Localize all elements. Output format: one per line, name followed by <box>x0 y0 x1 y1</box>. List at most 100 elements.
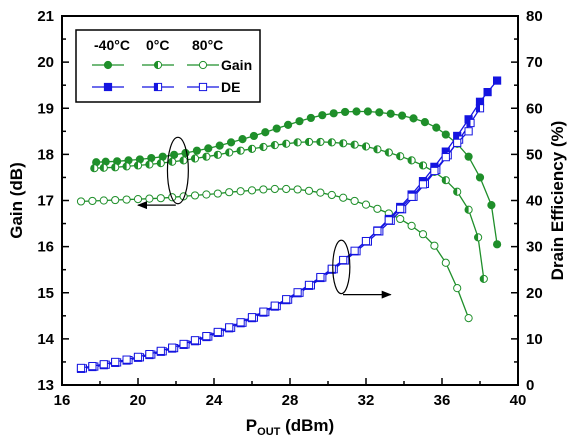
data-point <box>418 230 428 239</box>
data-point <box>190 154 200 163</box>
y-right-tick-label: 80 <box>526 8 543 25</box>
data-point <box>361 236 371 246</box>
data-point <box>259 185 268 194</box>
series-0 <box>92 107 502 249</box>
data-point <box>464 314 473 323</box>
data-point <box>295 117 304 126</box>
data-point <box>145 160 154 169</box>
data-point <box>170 150 179 159</box>
series-layer <box>76 76 502 373</box>
y-right-tick-label: 10 <box>526 331 543 348</box>
series-2 <box>76 184 473 323</box>
data-point <box>475 104 485 113</box>
data-point <box>474 233 483 242</box>
y-axis-left-label: Gain (dB) <box>7 162 26 239</box>
annotation-ellipse <box>166 136 189 205</box>
data-point <box>192 146 201 155</box>
data-point <box>213 327 222 337</box>
data-point <box>453 187 462 196</box>
data-point <box>384 148 393 157</box>
data-point <box>122 355 131 364</box>
legend-de-marker <box>198 82 208 92</box>
data-point <box>213 150 222 159</box>
data-point <box>430 166 439 176</box>
data-point <box>247 144 257 153</box>
data-point <box>282 184 291 194</box>
data-point <box>247 313 257 322</box>
data-point <box>373 204 382 213</box>
data-point <box>293 138 302 147</box>
y-right-tick-label: 60 <box>526 100 543 117</box>
data-point <box>156 159 165 168</box>
data-point <box>361 200 371 209</box>
data-point <box>190 336 200 345</box>
data-point <box>282 295 291 304</box>
data-point <box>432 123 441 132</box>
legend-temp-2: 0°C <box>146 37 170 53</box>
axis-layer: 16 20 24 28 32 36 40 13 14 15 16 17 18 19 20 21 0 10 20 30 4… <box>37 8 542 409</box>
data-point <box>464 152 473 161</box>
y-right-tick-label: 20 <box>526 285 543 302</box>
data-point <box>341 107 350 117</box>
data-point <box>339 193 348 202</box>
data-point <box>327 264 336 273</box>
x-axis-label-main: P <box>246 416 257 435</box>
data-point <box>339 139 348 148</box>
data-point <box>293 288 302 297</box>
data-point <box>430 241 439 250</box>
series-5 <box>76 127 473 373</box>
data-point <box>441 130 450 139</box>
y-left-tick-label: 13 <box>37 377 54 394</box>
y-left-tick-label: 16 <box>37 239 54 256</box>
legend-temp-3: 80°C <box>192 37 223 53</box>
x-axis-label-unit: (dBm) <box>280 416 334 435</box>
y-left-tick-label: 15 <box>37 285 54 302</box>
y-right-tick-label: 50 <box>526 146 543 163</box>
y-right-tick-label: 40 <box>526 193 543 210</box>
data-point <box>384 216 393 225</box>
annotation-layer <box>137 136 392 299</box>
data-point <box>373 226 382 236</box>
data-point <box>487 201 496 210</box>
y-left-tick-label: 21 <box>37 8 54 25</box>
data-point <box>316 137 325 147</box>
data-point <box>350 246 359 255</box>
data-point <box>225 188 234 197</box>
y-left-tick-label: 19 <box>37 100 54 117</box>
data-point <box>213 189 222 198</box>
legend-row-gain <box>92 60 219 70</box>
y-left-tick-label: 14 <box>37 331 54 348</box>
legend-metric-de: DE <box>221 79 240 95</box>
x-axis-label-subscript: OUT <box>257 426 281 438</box>
y-left-tick-label: 17 <box>37 193 54 210</box>
x-axis-label: POUT (dBm) <box>246 416 334 438</box>
data-point <box>396 204 405 213</box>
data-point <box>483 88 492 97</box>
data-point <box>350 196 359 206</box>
data-point <box>181 148 190 158</box>
data-point <box>247 186 257 195</box>
data-point <box>145 194 154 203</box>
data-point <box>441 153 450 162</box>
data-point <box>133 195 143 204</box>
x-tick-label: 16 <box>54 392 71 409</box>
data-point <box>420 117 429 127</box>
y-left-tick-label: 18 <box>37 146 54 163</box>
data-point <box>215 141 224 150</box>
data-point <box>352 107 361 116</box>
data-point <box>111 357 120 367</box>
data-point <box>270 141 279 150</box>
x-tick-label: 40 <box>510 392 527 409</box>
data-point <box>329 109 338 118</box>
data-point <box>304 280 314 290</box>
data-point <box>453 138 462 147</box>
data-point <box>361 142 371 151</box>
x-tick-label: 32 <box>358 392 375 409</box>
data-point <box>179 339 188 349</box>
data-point <box>441 176 450 185</box>
data-point <box>133 352 143 361</box>
data-point <box>236 318 245 327</box>
legend-temp-1: -40°C <box>94 37 130 53</box>
data-point <box>122 162 131 171</box>
